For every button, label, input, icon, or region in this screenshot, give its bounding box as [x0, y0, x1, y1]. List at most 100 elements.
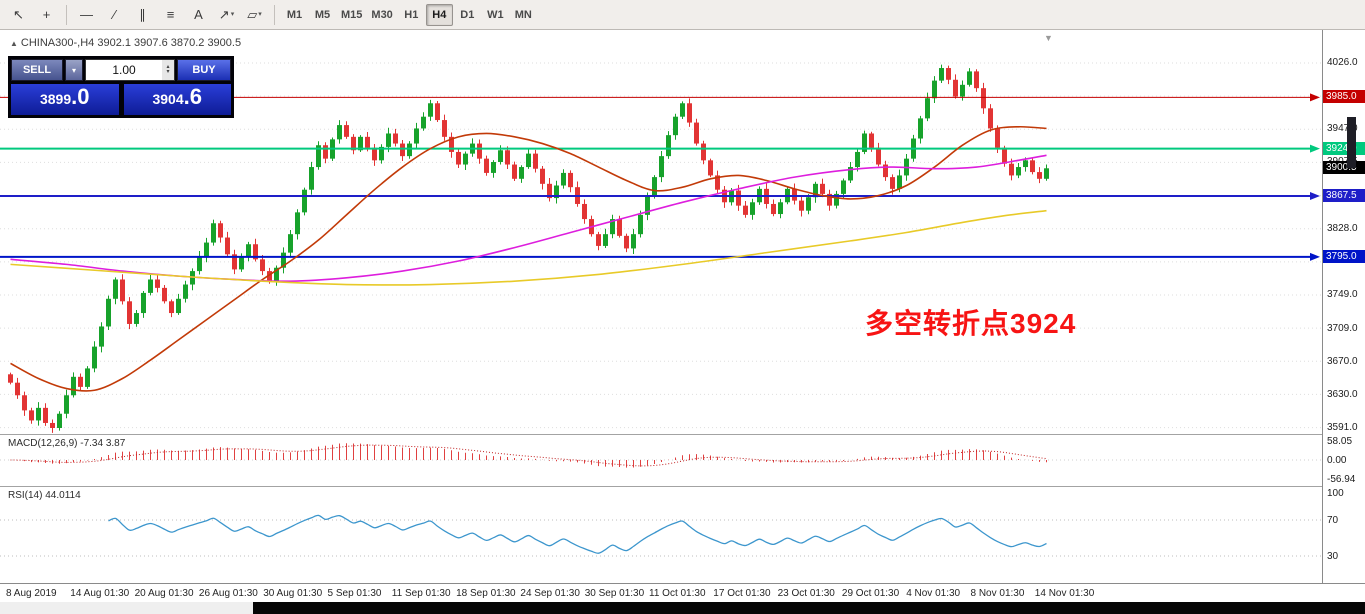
volume-dropdown-button[interactable]: ▾ [65, 59, 83, 81]
date-label: 30 Sep 01:30 [584, 588, 645, 599]
buy-button[interactable]: BUY [177, 59, 231, 81]
tool-fibonacci[interactable]: ≡ [157, 3, 184, 27]
moving-averages [10, 125, 1047, 392]
macd-signal-line [10, 444, 1047, 467]
ma-slow-line [10, 209, 1047, 286]
price-main: 3904 [152, 91, 184, 107]
macd-label: MACD(12,26,9) -7.34 3.87 [8, 438, 126, 449]
date-label: 26 Aug 01:30 [198, 588, 258, 599]
date-label: 11 Oct 01:30 [649, 588, 706, 599]
tool-equidistant-channel[interactable]: ∥ [129, 3, 156, 27]
date-label: 5 Sep 01:30 [327, 588, 382, 599]
timeframe-H4[interactable]: H4 [425, 3, 453, 26]
macd-chart[interactable] [0, 435, 1322, 485]
symbol-ohlc-label: ▲ CHINA300-,H4 3902.1 3907.6 3870.2 3900.… [10, 37, 241, 49]
trendline-icon: ∕ [113, 7, 116, 22]
macd-axis-label: 0.00 [1327, 455, 1347, 466]
price-pips: .6 [183, 84, 202, 109]
rsi-axis-label: 70 [1327, 515, 1339, 526]
timeframe-H1[interactable]: H1 [398, 4, 425, 26]
sell-button[interactable]: SELL [11, 59, 63, 81]
tool-arrow-objects[interactable]: ↗ ▾ [213, 3, 240, 27]
price-axis-label: 4026.0 [1327, 57, 1358, 68]
volume-value[interactable]: 1.00 [112, 63, 136, 77]
date-label: 20 Aug 01:30 [134, 588, 194, 599]
horizontal-line-icon: — [80, 7, 93, 22]
date-axis[interactable]: 8 Aug 2019 14 Aug 01:30 20 Aug 01:30 26 Aug… [0, 583, 1365, 602]
tool-crosshair[interactable]: + [33, 3, 60, 27]
price-axis-label: 3749.0 [1327, 289, 1358, 301]
date-label: 11 Sep 01:30 [391, 588, 451, 599]
price-badge-3985.0: 3985.0 [1323, 90, 1365, 104]
price-badge-3924.0: 3924.0 [1323, 141, 1365, 155]
volume-field[interactable]: 1.00 ▴ ▾ [85, 59, 175, 81]
sell-price[interactable]: 3899.0 [11, 84, 119, 115]
price-axis-label: 3670.0 [1327, 355, 1358, 367]
timeframe-D1[interactable]: D1 [454, 4, 481, 26]
date-label: 14 Aug 01:30 [70, 588, 130, 599]
shapes-icon: ▱ [247, 7, 258, 22]
spinner-up-icon: ▴ [166, 64, 170, 70]
arrow-objects-icon: ↗ [218, 7, 230, 22]
price-badge-3867.5: 3867.5 [1323, 188, 1365, 202]
price-axis[interactable]: 4026.03947.03907.53828.03749.03709.03670… [1322, 30, 1365, 583]
symbol-ohlc-text: CHINA300-,H4 3902.1 3907.6 3870.2 3900.5 [20, 37, 242, 49]
chart-annotation: 多空转折点3924 [865, 308, 1077, 339]
macd-histogram [17, 443, 1047, 468]
timeframe-M1[interactable]: M1 [281, 4, 308, 26]
price-main: 3899 [39, 91, 72, 107]
price-axis-label: 3828.0 [1327, 223, 1358, 235]
date-label: 8 Nov 01:30 [970, 588, 1025, 599]
rsi-axis-label: 100 [1327, 488, 1344, 499]
chevron-down-icon: ▾ [258, 11, 262, 18]
chevron-down-icon: ▾ [230, 11, 235, 18]
price-chart[interactable] [0, 30, 1322, 434]
date-label: 4 Nov 01:30 [906, 588, 961, 599]
date-label: 30 Aug 01:30 [263, 588, 323, 599]
price-badge-3795.0: 3795.0 [1323, 249, 1365, 263]
timeframe-M15[interactable]: M15 [337, 4, 366, 26]
chevron-down-icon: ▾ [71, 65, 76, 75]
toolbar-separator [66, 4, 67, 25]
rsi-axis-label: 30 [1327, 551, 1339, 562]
scroll-to-end-icon[interactable]: ▼ [1044, 33, 1053, 43]
cursor-icon: ↖ [13, 7, 24, 22]
date-label: 23 Oct 01:30 [777, 588, 835, 599]
one-click-trading-panel: SELL ▾ 1.00 ▴ ▾ BUY 3899.0 3904.6 [8, 56, 234, 118]
buy-price[interactable]: 3904.6 [123, 84, 231, 115]
rsi-line [108, 514, 1047, 554]
timeframe-M5[interactable]: M5 [309, 4, 336, 26]
equidistant-channel-icon: ∥ [139, 7, 146, 22]
rsi-chart[interactable] [0, 487, 1322, 583]
text-label-icon: A [194, 7, 203, 22]
tool-text-label[interactable]: A [185, 3, 212, 27]
spinner-down-icon: ▾ [166, 69, 170, 75]
taskbar-fragment [253, 602, 1365, 614]
tool-cursor[interactable]: ↖ [5, 3, 32, 27]
tool-shapes[interactable]: ▱ ▾ [241, 3, 268, 27]
macd-axis-label: 58.05 [1327, 436, 1353, 448]
volume-spinner[interactable]: ▴ ▾ [162, 60, 174, 80]
date-label: 8 Aug 2019 [6, 588, 57, 599]
toolbar-separator [274, 4, 275, 25]
date-label: 17 Oct 01:30 [713, 588, 771, 599]
dark-marker [1347, 117, 1356, 168]
tool-horizontal-line[interactable]: — [73, 3, 100, 27]
timeframe-MN[interactable]: MN [510, 4, 537, 26]
toolbar: ↖ + — ∕ ∥ ≡ A ↗ ▾ ▱ ▾ M1 M5 M15 M30 H1 H4 D1 W1 MN [0, 0, 1365, 30]
price-axis-label: 3947.0 [1327, 123, 1358, 135]
ma-fast-line [10, 125, 1047, 392]
price-axis-label: 3709.0 [1327, 322, 1358, 334]
macd-axis-label: -56.94 [1327, 473, 1356, 485]
date-label: 18 Sep 01:30 [456, 588, 516, 599]
date-label: 24 Sep 01:30 [520, 588, 580, 599]
timeframe-W1[interactable]: W1 [482, 4, 509, 26]
timeframe-M30[interactable]: M30 [367, 4, 396, 26]
price-axis-label: 3630.0 [1327, 389, 1358, 401]
rsi-label: RSI(14) 44.0114 [8, 490, 81, 501]
price-axis-label: 3591.0 [1327, 421, 1358, 433]
macd-panel-divider[interactable] [0, 434, 1365, 435]
rsi-panel-divider[interactable] [0, 486, 1365, 487]
tool-trendline[interactable]: ∕ [101, 3, 128, 27]
